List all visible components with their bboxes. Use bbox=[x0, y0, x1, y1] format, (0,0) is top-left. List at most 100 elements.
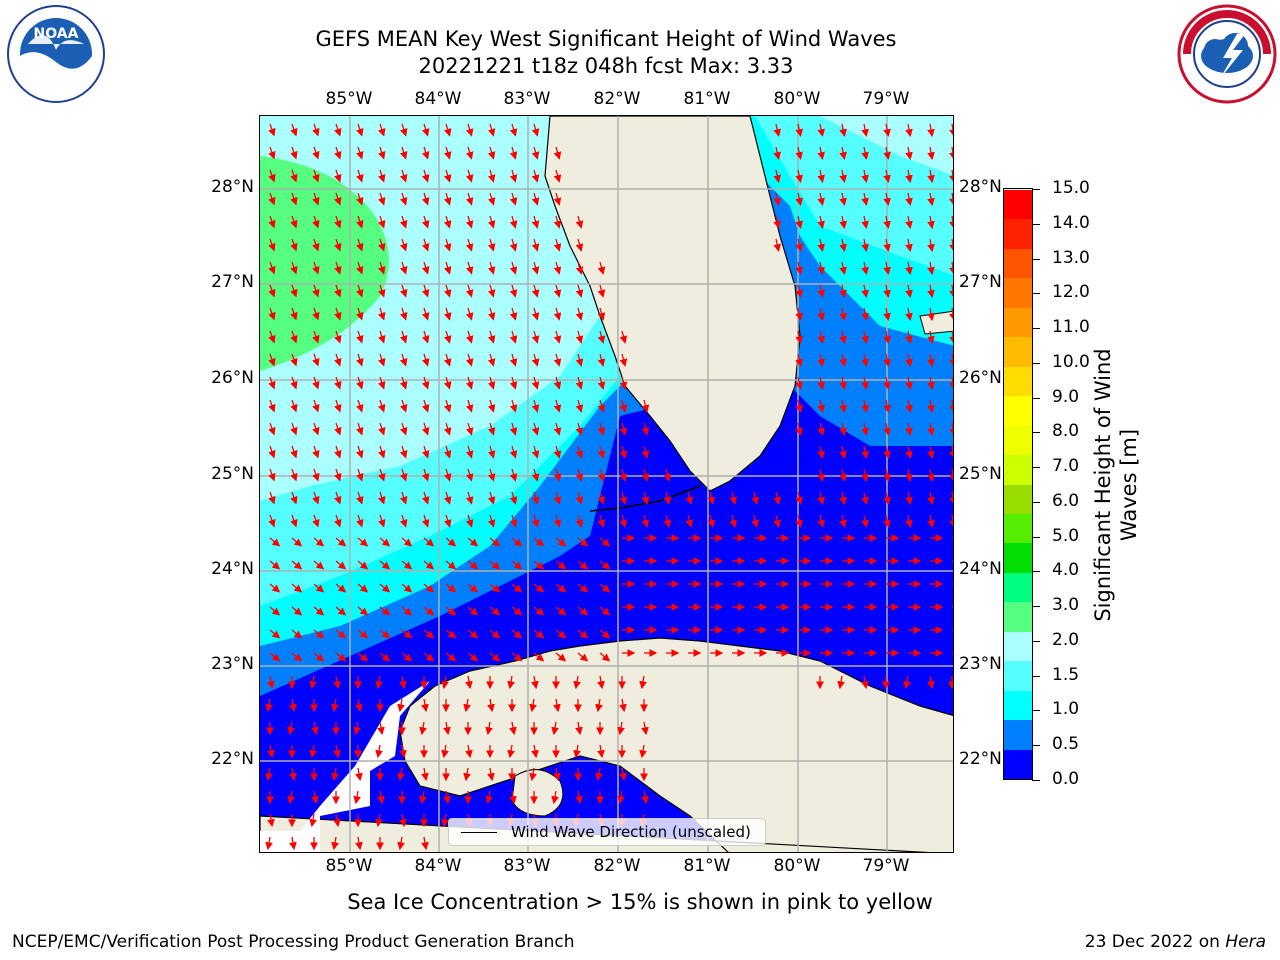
wave-direction-arrow bbox=[265, 767, 273, 782]
wave-direction-arrow bbox=[356, 376, 364, 390]
wave-direction-arrow bbox=[641, 514, 650, 528]
wave-direction-arrow bbox=[399, 215, 408, 229]
wave-direction-arrow bbox=[551, 790, 559, 805]
wave-direction-arrow bbox=[905, 146, 913, 161]
wave-direction-arrow bbox=[595, 698, 603, 713]
lat-label-left: 25°N bbox=[211, 464, 254, 484]
wave-direction-arrow bbox=[575, 215, 584, 229]
wave-direction-arrow bbox=[465, 169, 474, 183]
florida-keys bbox=[589, 485, 701, 512]
wave-direction-arrow bbox=[641, 468, 650, 482]
wave-direction-arrow bbox=[641, 491, 650, 505]
wave-direction-arrow bbox=[421, 767, 429, 782]
colorbar-tick-label: 7.0 bbox=[1052, 456, 1080, 477]
wave-direction-arrow bbox=[312, 123, 320, 137]
wave-direction-arrow bbox=[509, 721, 517, 736]
wave-direction-arrow bbox=[399, 744, 407, 759]
wave-direction-arrow bbox=[443, 123, 452, 137]
wave-direction-arrow bbox=[575, 790, 583, 805]
wave-direction-arrow bbox=[268, 330, 276, 344]
wave-direction-arrow bbox=[861, 376, 869, 391]
wave-direction-arrow bbox=[379, 629, 391, 639]
wave-direction-arrow bbox=[269, 606, 281, 616]
wave-direction-arrow bbox=[269, 537, 281, 547]
wave-direction-arrow bbox=[861, 238, 869, 253]
wave-direction-arrow bbox=[421, 123, 430, 137]
wave-direction-arrow bbox=[509, 123, 518, 137]
wave-direction-arrow bbox=[313, 606, 325, 616]
wave-direction-arrow bbox=[467, 537, 479, 547]
wave-direction-arrow bbox=[509, 790, 517, 805]
colorbar-segment bbox=[1004, 218, 1032, 249]
wave-direction-arrow bbox=[443, 399, 452, 413]
wave-direction-arrow bbox=[905, 491, 913, 506]
wave-direction-arrow bbox=[531, 146, 540, 160]
colorbar-segment bbox=[1004, 690, 1032, 721]
wave-direction-arrow bbox=[290, 399, 298, 413]
wave-direction-arrow bbox=[378, 376, 386, 390]
wave-direction-arrow bbox=[356, 192, 364, 206]
wave-direction-arrow bbox=[419, 790, 427, 805]
wave-height-map bbox=[260, 116, 953, 852]
wave-direction-arrow bbox=[378, 146, 386, 160]
wave-direction-arrow bbox=[312, 514, 320, 528]
wave-direction-arrow bbox=[861, 675, 869, 690]
wave-direction-arrow bbox=[949, 468, 953, 483]
wave-direction-arrow bbox=[356, 330, 364, 344]
wave-direction-arrow bbox=[353, 721, 361, 736]
wave-direction-arrow bbox=[509, 353, 518, 367]
wave-direction-arrow bbox=[619, 422, 628, 436]
wave-direction-arrow bbox=[553, 445, 562, 459]
wave-direction-arrow bbox=[445, 560, 457, 570]
wave-direction-arrow bbox=[378, 514, 386, 528]
wave-direction-arrow bbox=[267, 675, 275, 690]
wave-direction-arrow bbox=[312, 307, 320, 321]
map-panel[interactable] bbox=[259, 115, 954, 853]
wave-direction-arrow bbox=[883, 514, 891, 529]
wave-direction-arrow bbox=[905, 169, 913, 184]
wave-direction-arrow bbox=[487, 353, 496, 367]
wave-direction-arrow bbox=[378, 445, 386, 459]
wave-direction-arrow bbox=[334, 376, 342, 390]
wave-direction-arrow bbox=[268, 192, 276, 206]
wave-direction-arrow bbox=[817, 169, 825, 184]
wave-direction-arrow bbox=[268, 123, 276, 137]
wave-direction-arrow bbox=[421, 376, 430, 390]
wave-direction-arrow bbox=[401, 537, 413, 547]
wave-direction-arrow bbox=[533, 652, 545, 662]
wave-direction-arrow bbox=[531, 330, 540, 344]
wave-direction-arrow bbox=[883, 353, 891, 368]
wave-direction-arrow bbox=[795, 192, 803, 206]
wave-direction-arrow bbox=[599, 583, 611, 593]
wave-direction-arrow bbox=[905, 238, 913, 253]
wave-direction-arrow bbox=[443, 721, 451, 736]
wave-direction-arrow bbox=[773, 146, 782, 160]
colorbar-tick-mark bbox=[1032, 328, 1040, 330]
wave-direction-arrow bbox=[399, 192, 408, 206]
wave-direction-arrow bbox=[331, 836, 339, 851]
wave-direction-arrow bbox=[795, 514, 803, 528]
wave-direction-arrow bbox=[509, 261, 518, 275]
wave-direction-arrow bbox=[267, 813, 275, 828]
wave-direction-arrow bbox=[839, 284, 847, 299]
wave-direction-arrow bbox=[356, 261, 364, 275]
wave-direction-arrow bbox=[839, 353, 847, 368]
wave-direction-arrow bbox=[927, 261, 935, 276]
wave-direction-arrow bbox=[531, 353, 540, 367]
wave-direction-arrow bbox=[378, 215, 386, 229]
wave-direction-arrow bbox=[265, 698, 273, 713]
wave-direction-arrow bbox=[817, 514, 825, 529]
wave-direction-arrow bbox=[356, 307, 364, 321]
wave-direction-arrow bbox=[421, 353, 430, 367]
wave-direction-arrow bbox=[839, 146, 847, 161]
wave-direction-arrow bbox=[313, 560, 325, 570]
wave-direction-arrow bbox=[465, 744, 473, 759]
colorbar-tick-mark bbox=[1032, 293, 1040, 295]
colorbar-tick-label: 12.0 bbox=[1052, 282, 1090, 303]
wave-direction-arrow bbox=[511, 629, 523, 639]
colorbar-tick-label: 4.0 bbox=[1052, 560, 1080, 581]
wave-direction-arrow bbox=[423, 537, 435, 547]
wave-direction-arrow bbox=[333, 675, 341, 690]
wave-direction-arrow bbox=[334, 284, 342, 298]
wave-direction-arrow bbox=[290, 169, 298, 183]
